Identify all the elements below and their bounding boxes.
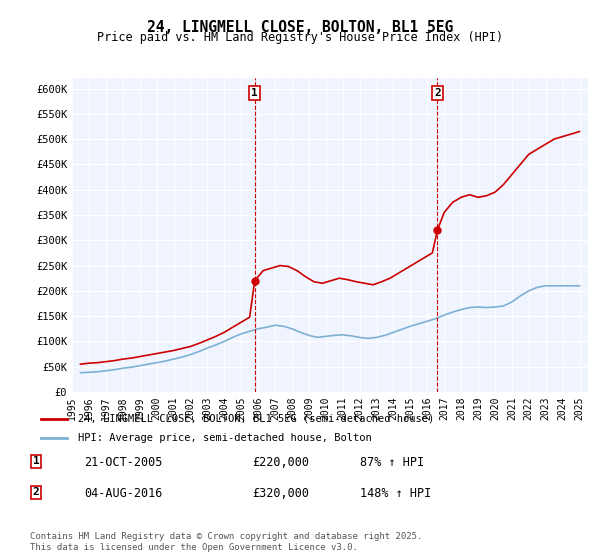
Text: 148% ↑ HPI: 148% ↑ HPI — [360, 487, 431, 500]
Text: 87% ↑ HPI: 87% ↑ HPI — [360, 456, 424, 469]
Text: HPI: Average price, semi-detached house, Bolton: HPI: Average price, semi-detached house,… — [77, 433, 371, 444]
Text: 1: 1 — [32, 456, 40, 466]
Text: Contains HM Land Registry data © Crown copyright and database right 2025.
This d: Contains HM Land Registry data © Crown c… — [30, 532, 422, 552]
Text: 1: 1 — [251, 88, 258, 98]
Text: £220,000: £220,000 — [252, 456, 309, 469]
Text: 21-OCT-2005: 21-OCT-2005 — [84, 456, 163, 469]
Text: 2: 2 — [32, 487, 40, 497]
Text: 04-AUG-2016: 04-AUG-2016 — [84, 487, 163, 500]
Text: 2: 2 — [434, 88, 441, 98]
Text: Price paid vs. HM Land Registry's House Price Index (HPI): Price paid vs. HM Land Registry's House … — [97, 31, 503, 44]
Text: £320,000: £320,000 — [252, 487, 309, 500]
Text: 24, LINGMELL CLOSE, BOLTON, BL1 5EG (semi-detached house): 24, LINGMELL CLOSE, BOLTON, BL1 5EG (sem… — [77, 413, 434, 423]
Text: 24, LINGMELL CLOSE, BOLTON, BL1 5EG: 24, LINGMELL CLOSE, BOLTON, BL1 5EG — [147, 20, 453, 35]
